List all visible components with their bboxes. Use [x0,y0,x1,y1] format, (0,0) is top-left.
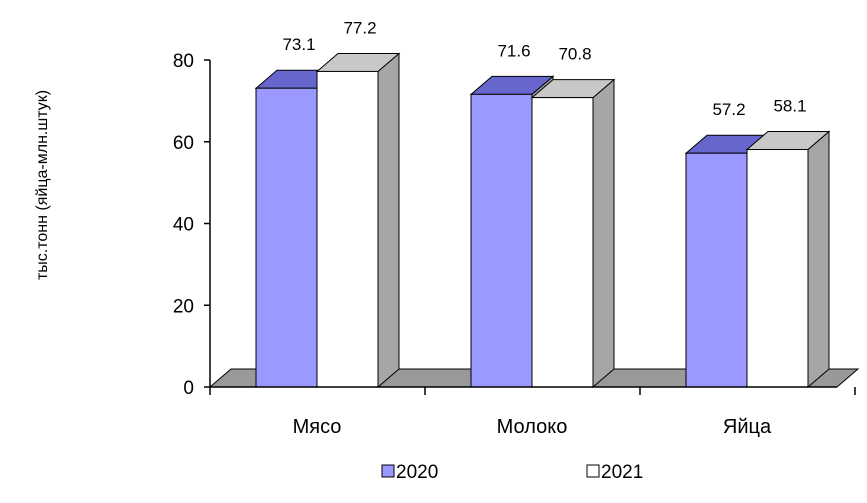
y-tick-label: 80 [173,51,194,72]
category-label-2: Яйца [723,416,772,438]
bar-side-face [377,52,400,389]
bar-side-face [592,78,615,389]
category-label-0: Мясо [293,416,342,438]
labels-group: 0 20 40 60 80 73.1 77.2 Мясо 71.6 70.8 Молоко 57.2 5… [173,18,807,438]
legend: 2020 2021 [381,462,643,483]
y-axis-title: тыс.тонн (яйца-млн.штук) [34,90,51,280]
legend-item-2020: 2020 [381,462,438,483]
y-tick-label: 40 [173,215,194,236]
data-label: 70.8 [558,45,591,64]
bar-Яйца-2021 [745,130,831,389]
bar-front-face [531,97,594,388]
bar-Мясо-2021 [315,52,401,389]
data-label: 77.2 [343,18,376,37]
data-label: 57.2 [712,100,745,119]
legend-item-2021: 2021 [586,462,643,483]
bar-front-face [685,152,748,388]
data-label: 73.1 [282,35,315,54]
bar-front-face [255,87,318,388]
bar-side-face [807,130,830,389]
bars-group [254,52,831,389]
legend-swatch [381,464,395,478]
data-label: 58.1 [773,97,806,116]
bar-Молоко-2021 [530,78,616,389]
legend-swatch [586,464,600,478]
bar-front-face [316,70,379,388]
bar-front-face [746,149,809,388]
y-tick-label: 20 [173,296,194,317]
legend-label: 2020 [396,462,438,483]
axes-group [204,59,856,395]
bar-front-face [470,93,533,388]
data-label: 71.6 [497,41,530,60]
y-tick-label: 60 [173,133,194,154]
category-label-1: Молоко [497,416,568,438]
y-tick-label: 0 [183,378,194,399]
legend-label: 2021 [601,462,643,483]
